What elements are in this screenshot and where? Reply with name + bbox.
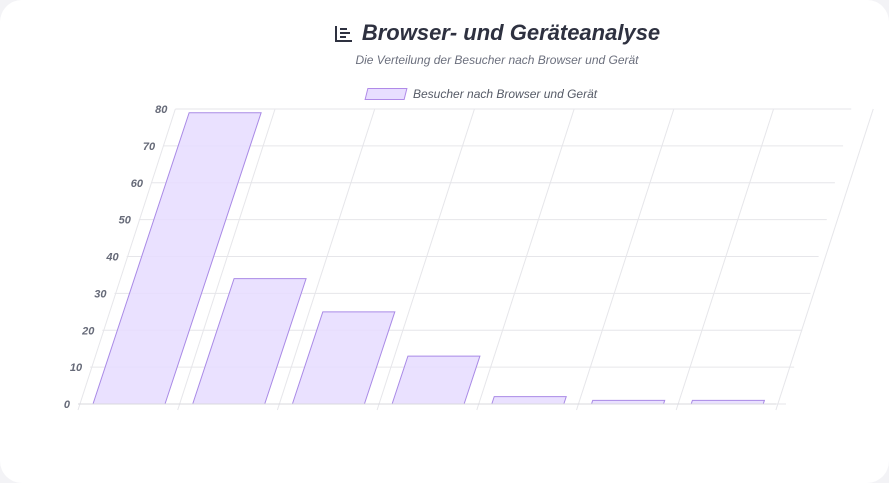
bar (491, 396, 567, 405)
grid-line-vertical (177, 108, 276, 411)
y-tick-label: 20 (81, 325, 95, 337)
bar (391, 355, 481, 405)
y-tick-label: 80 (155, 104, 168, 116)
grid-line-vertical (77, 108, 176, 411)
grid-line-vertical (775, 108, 874, 411)
grid-line-vertical (376, 108, 475, 411)
chart-subtitle: Die Verteilung der Besucher nach Browser… (355, 53, 639, 67)
grid-line-vertical (576, 108, 675, 411)
chart-title: Browser- und Geräteanalyse (0, 20, 889, 49)
bar-chart-list-icon (334, 23, 354, 49)
bar (291, 311, 396, 405)
y-tick-label: 60 (131, 178, 144, 190)
bar (192, 278, 307, 405)
y-tick-label: 30 (94, 288, 107, 300)
legend[interactable]: Besucher nach Browser und Gerät (364, 86, 598, 102)
chart-title-text: Browser- und Geräteanalyse (361, 20, 661, 45)
grid-line-vertical (276, 108, 376, 411)
y-tick-label: 40 (105, 252, 119, 264)
legend-label: Besucher nach Browser und Gerät (413, 87, 598, 101)
y-tick-label: 50 (119, 215, 132, 227)
grid-line-vertical (476, 108, 575, 411)
y-tick-label: 10 (70, 362, 83, 374)
grid-line-vertical (675, 108, 775, 411)
y-tick-label: 0 (64, 399, 71, 411)
bar (590, 399, 666, 405)
y-tick-label: 70 (143, 141, 156, 153)
bar (690, 399, 766, 405)
